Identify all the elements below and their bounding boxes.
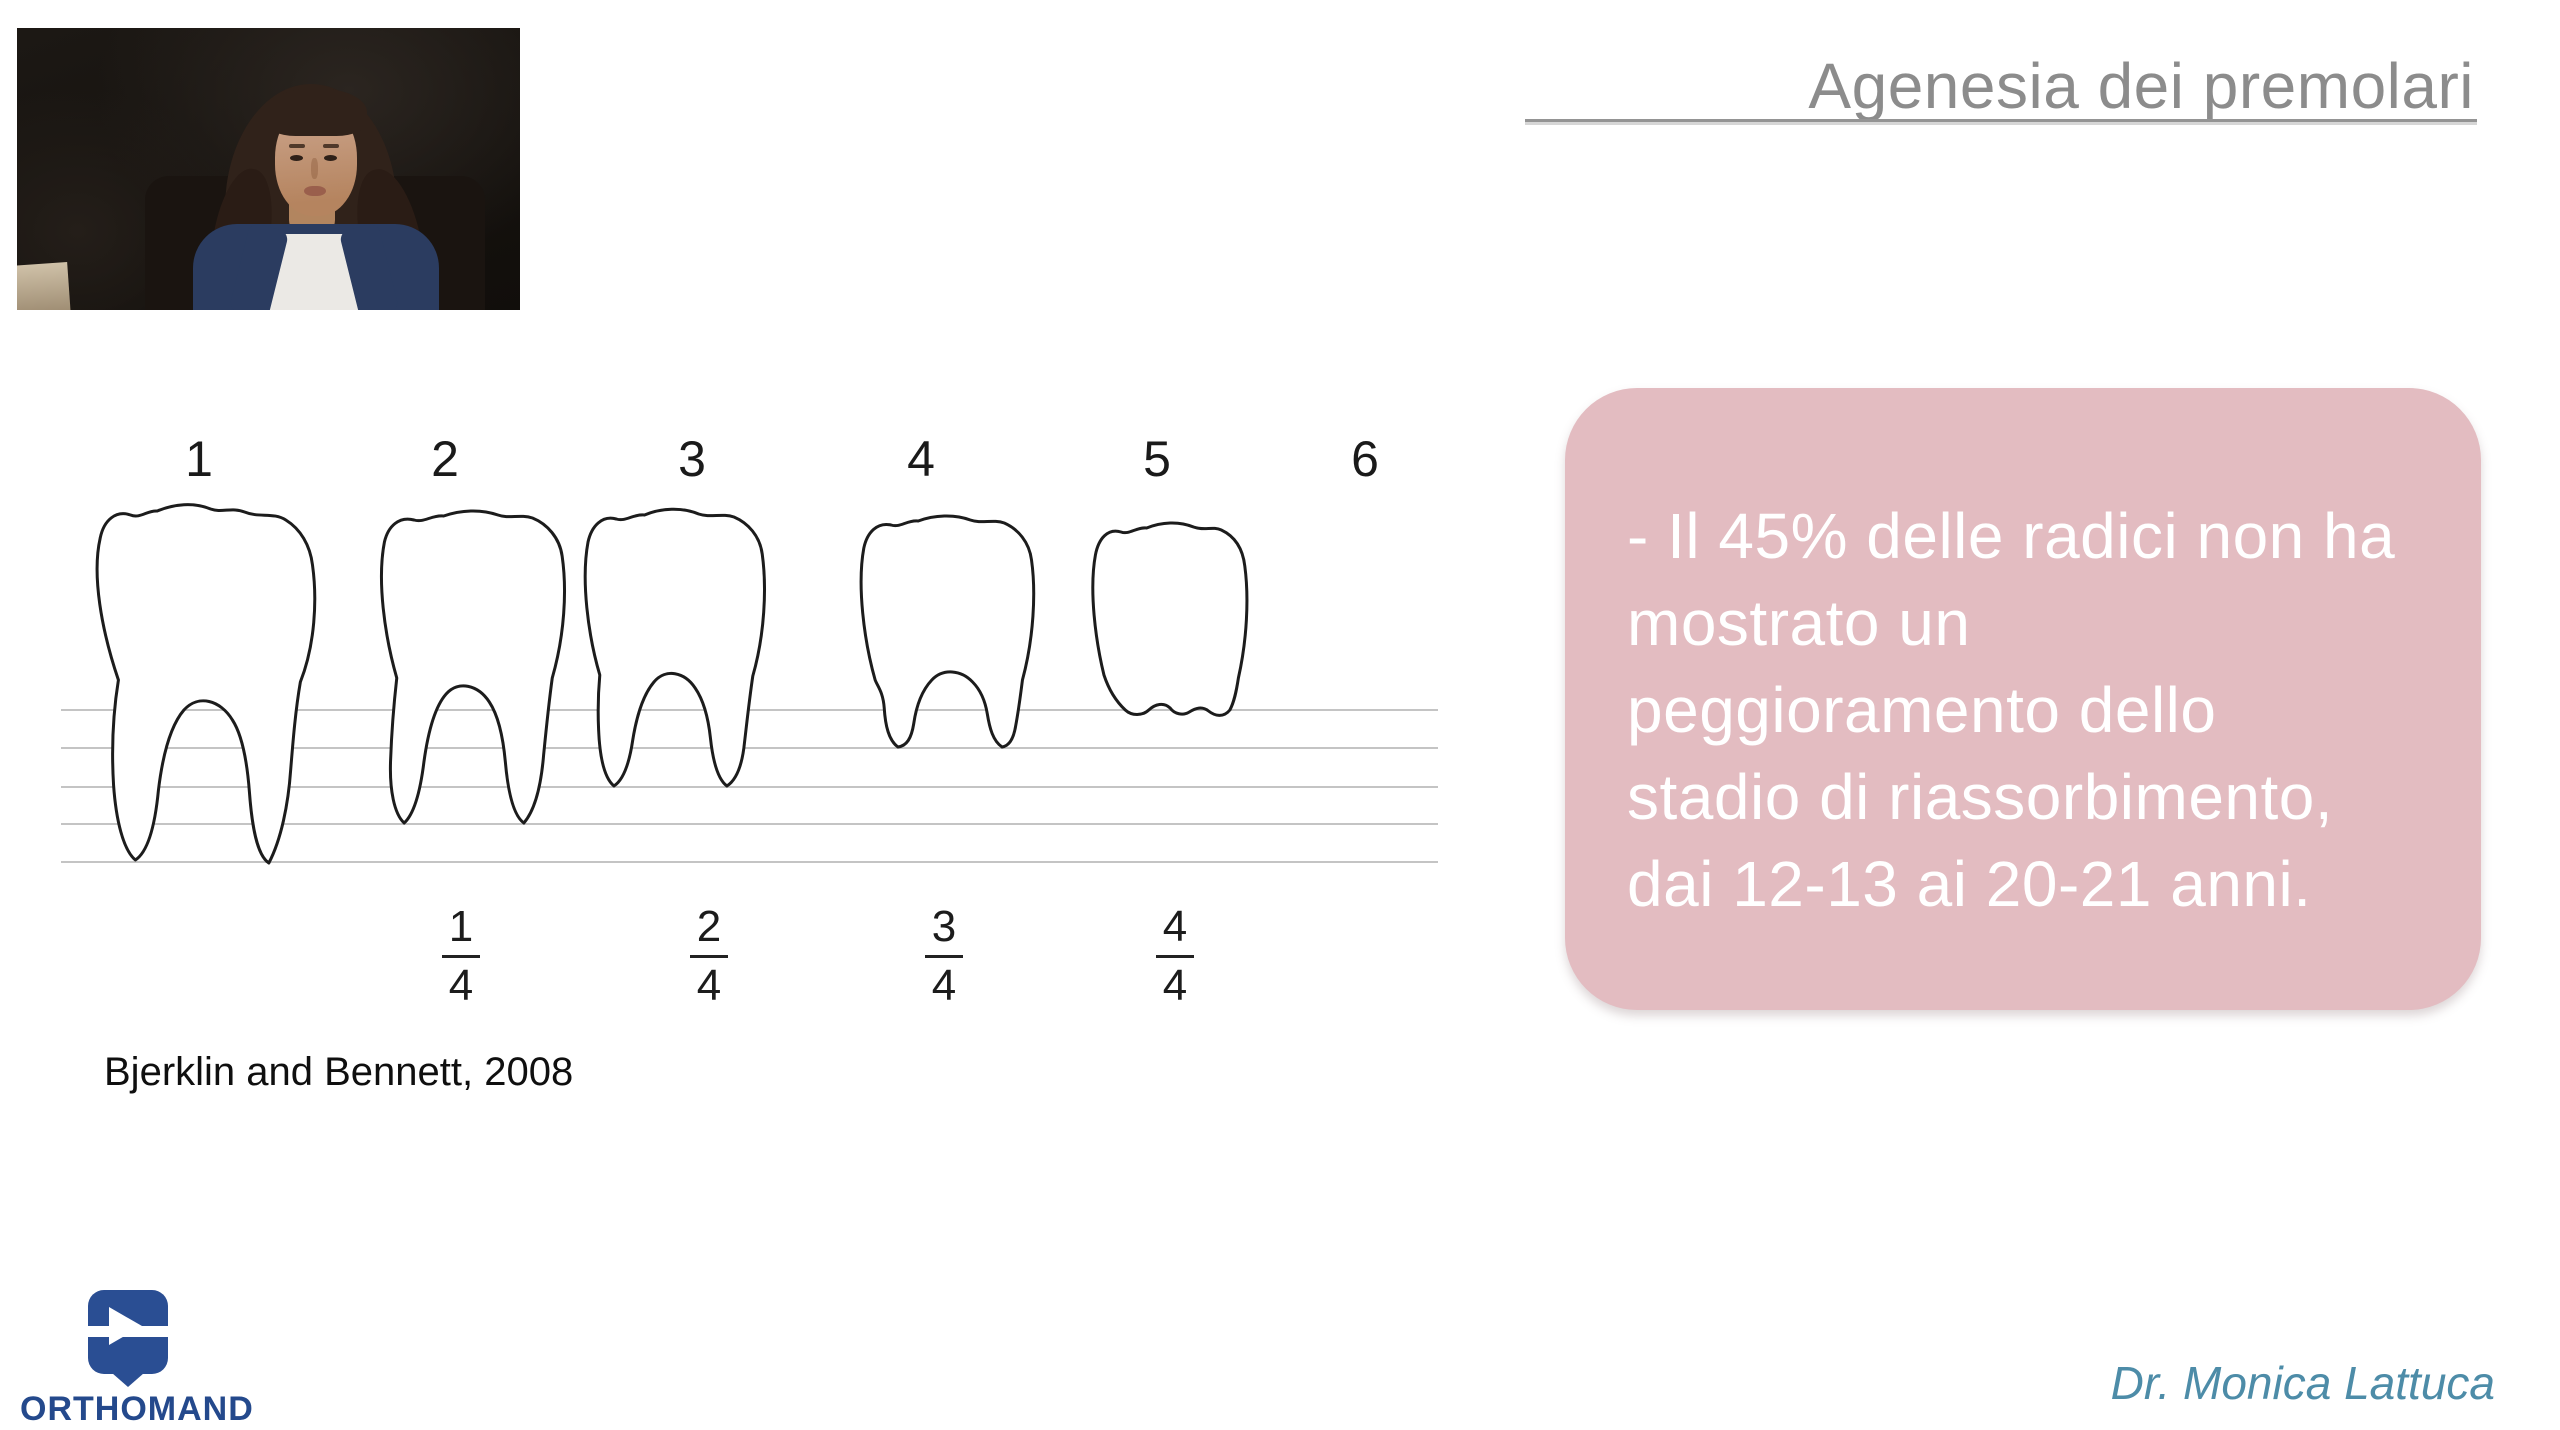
presenter-mouth <box>304 186 326 196</box>
orthomand-logo-icon <box>88 1290 168 1387</box>
fraction-numerator: 2 <box>696 902 722 951</box>
callout-line: mostrato un <box>1627 587 1971 659</box>
stage-number-5: 5 <box>1143 431 1171 487</box>
tooth-stage-3 <box>585 509 764 786</box>
presenter-eyebrow-left <box>289 144 305 148</box>
fraction-bar <box>1156 955 1194 958</box>
title-underline <box>1525 119 2477 122</box>
fraction-denominator: 4 <box>448 961 474 1010</box>
author-signature: Dr. Monica Lattuca <box>2110 1357 2495 1409</box>
fraction-numerator: 3 <box>931 902 957 951</box>
fraction-denominator: 4 <box>1162 961 1188 1010</box>
slide-title: Agenesia dei premolari <box>1808 50 2474 122</box>
speech-bubble-tail-icon <box>112 1373 144 1387</box>
tooth-stage-4 <box>861 516 1034 747</box>
fraction-denominator: 4 <box>696 961 722 1010</box>
fraction-bar <box>690 955 728 958</box>
orthomand-logo-text: ORTHOMAND <box>20 1390 254 1428</box>
play-icon <box>109 1307 142 1345</box>
fraction-denominator: 4 <box>931 961 957 1010</box>
stage-number-1: 1 <box>185 431 213 487</box>
tooth-stage-1 <box>97 505 315 863</box>
stage-number-6: 6 <box>1351 431 1379 487</box>
key-finding-callout: - Il 45% delle radici non ha mostrato un… <box>1565 388 2481 1010</box>
background-wall <box>17 262 71 310</box>
fraction-numerator: 1 <box>448 902 474 951</box>
fraction-4-4: 4 4 <box>1135 904 1215 1009</box>
presenter-webcam-video[interactable] <box>17 28 520 310</box>
presenter-hair-fringe <box>265 88 367 136</box>
presenter-eye-left <box>290 155 303 161</box>
tooth-stage-5 <box>1093 523 1247 715</box>
fraction-bar <box>442 955 480 958</box>
tooth-stage-2 <box>381 511 564 823</box>
callout-line: stadio di riassorbimento, <box>1627 761 2334 833</box>
callout-line: - Il 45% delle radici non ha <box>1627 500 2396 572</box>
fraction-bar <box>925 955 963 958</box>
callout-line: peggioramento dello <box>1627 674 2217 746</box>
stage-number-2: 2 <box>431 431 459 487</box>
presenter-nose <box>311 158 318 179</box>
fraction-2-4: 2 4 <box>669 904 749 1009</box>
fraction-3-4: 3 4 <box>904 904 984 1009</box>
citation: Bjerklin and Bennett, 2008 <box>104 1050 574 1094</box>
presenter-eyebrow-right <box>323 144 339 148</box>
fraction-numerator: 4 <box>1162 902 1188 951</box>
root-resorption-diagram <box>61 430 1438 1030</box>
fraction-1-4: 1 4 <box>421 904 501 1009</box>
stage-number-3: 3 <box>678 431 706 487</box>
stage-number-4: 4 <box>907 431 935 487</box>
callout-line: dai 12-13 ai 20-21 anni. <box>1627 848 2312 920</box>
presenter-eye-right <box>324 155 337 161</box>
